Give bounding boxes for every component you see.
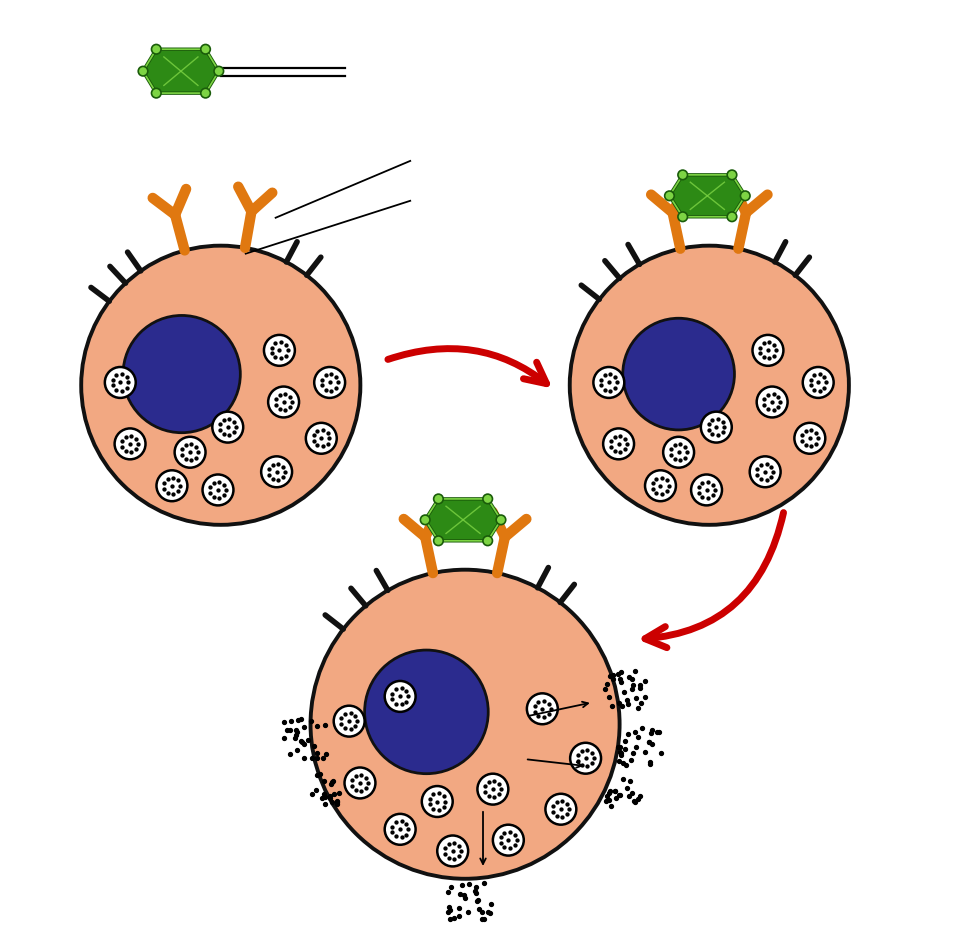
Circle shape [727,170,736,180]
Circle shape [345,768,375,798]
Circle shape [478,773,509,805]
Polygon shape [143,50,219,94]
Circle shape [203,474,234,506]
Circle shape [434,494,443,504]
Circle shape [437,836,468,867]
Circle shape [593,367,624,398]
Circle shape [139,66,148,76]
Circle shape [678,170,687,180]
Circle shape [795,423,826,453]
Circle shape [546,794,577,825]
Circle shape [310,569,619,879]
Circle shape [740,191,750,201]
Circle shape [727,212,736,222]
Circle shape [212,411,243,442]
Circle shape [434,536,443,545]
Circle shape [201,45,210,54]
Circle shape [483,536,492,545]
Circle shape [123,315,240,433]
Circle shape [306,423,337,453]
Circle shape [527,694,558,725]
Circle shape [268,386,299,417]
Circle shape [496,515,506,525]
Circle shape [264,335,295,366]
Circle shape [262,456,292,487]
Circle shape [663,437,694,468]
Circle shape [753,335,783,366]
Polygon shape [425,499,501,540]
Circle shape [421,515,430,525]
Circle shape [678,212,687,222]
Circle shape [174,437,205,468]
Circle shape [385,681,416,712]
Polygon shape [670,175,745,217]
Circle shape [151,88,161,98]
Circle shape [570,246,849,525]
Circle shape [645,470,676,501]
Circle shape [201,88,210,98]
Circle shape [750,456,781,487]
Circle shape [314,367,345,398]
Circle shape [364,650,488,773]
Circle shape [701,411,732,442]
Circle shape [333,706,364,737]
Circle shape [151,45,161,54]
Circle shape [385,813,416,845]
Circle shape [114,428,145,459]
Circle shape [665,191,674,201]
Circle shape [105,367,136,398]
Circle shape [81,246,360,525]
Circle shape [802,367,833,398]
Circle shape [422,786,453,817]
Circle shape [691,474,722,506]
Circle shape [603,428,634,459]
Circle shape [623,318,735,430]
Circle shape [214,66,224,76]
Circle shape [493,825,524,856]
Circle shape [757,386,788,417]
Circle shape [156,470,187,501]
Circle shape [483,494,492,504]
Circle shape [570,742,601,773]
